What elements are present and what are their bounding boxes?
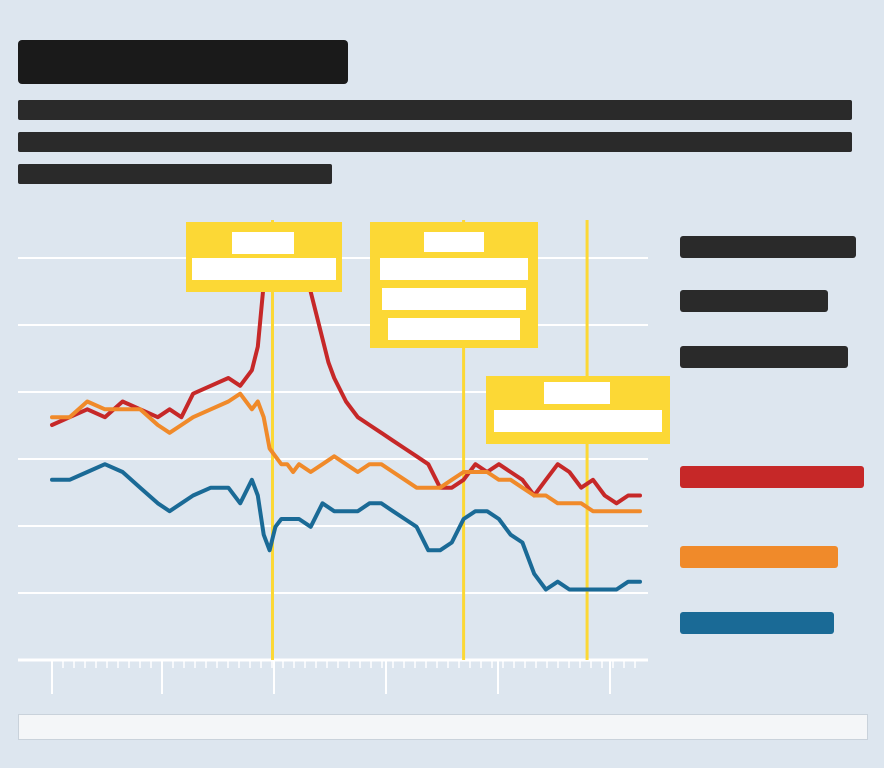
title-block	[18, 40, 348, 84]
annotation-1-text-1	[232, 232, 294, 254]
subtitle-line-2	[18, 132, 852, 152]
legend-item-6	[680, 612, 834, 634]
legend-item-4	[680, 466, 864, 488]
annotation-3-text-1	[544, 382, 610, 404]
legend-item-3	[680, 346, 848, 368]
legend-item-2	[680, 290, 828, 312]
subtitle-line-1	[18, 100, 852, 120]
legend-item-5	[680, 546, 838, 568]
series-line-2	[50, 391, 642, 514]
source-footer	[18, 714, 868, 740]
series-line-3	[50, 462, 642, 592]
annotation-2-text-1	[424, 232, 484, 252]
subtitle-line-3	[18, 164, 332, 184]
chart-title	[18, 40, 348, 84]
annotation-2-text-4	[388, 318, 520, 340]
annotation-1-text-2	[192, 258, 336, 280]
legend-item-1	[680, 236, 856, 258]
annotation-2-text-2	[380, 258, 528, 280]
annotation-3-text-2	[494, 410, 662, 432]
annotation-2-text-3	[382, 288, 526, 310]
